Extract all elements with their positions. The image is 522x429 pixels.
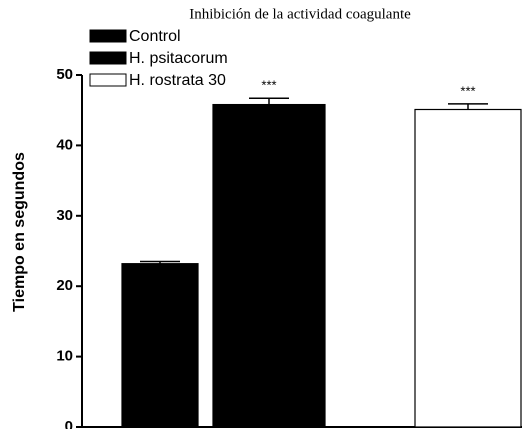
y-tick-label: 50 xyxy=(56,66,73,83)
chart-title: Inhibición de la actividad coagulante xyxy=(189,6,411,22)
y-tick-label: 10 xyxy=(56,348,73,365)
annotation: *** xyxy=(261,78,276,93)
legend-swatch xyxy=(89,51,127,65)
annotation: *** xyxy=(460,83,475,98)
legend-swatch xyxy=(89,29,127,43)
bar xyxy=(121,263,199,428)
legend-label: H. rostrata 30 xyxy=(129,72,226,89)
legend-swatch xyxy=(89,73,127,87)
bar xyxy=(414,108,522,428)
legend-label: H. psitacorum xyxy=(129,50,228,67)
y-tick-label: 40 xyxy=(56,136,73,153)
y-tick-label: 0 xyxy=(65,418,73,429)
bar xyxy=(212,103,326,428)
legend-label: Control xyxy=(129,28,181,45)
y-tick-label: 20 xyxy=(56,277,73,294)
y-tick-label: 30 xyxy=(56,207,73,224)
y-axis-label: Tiempo en segundos xyxy=(11,152,28,312)
